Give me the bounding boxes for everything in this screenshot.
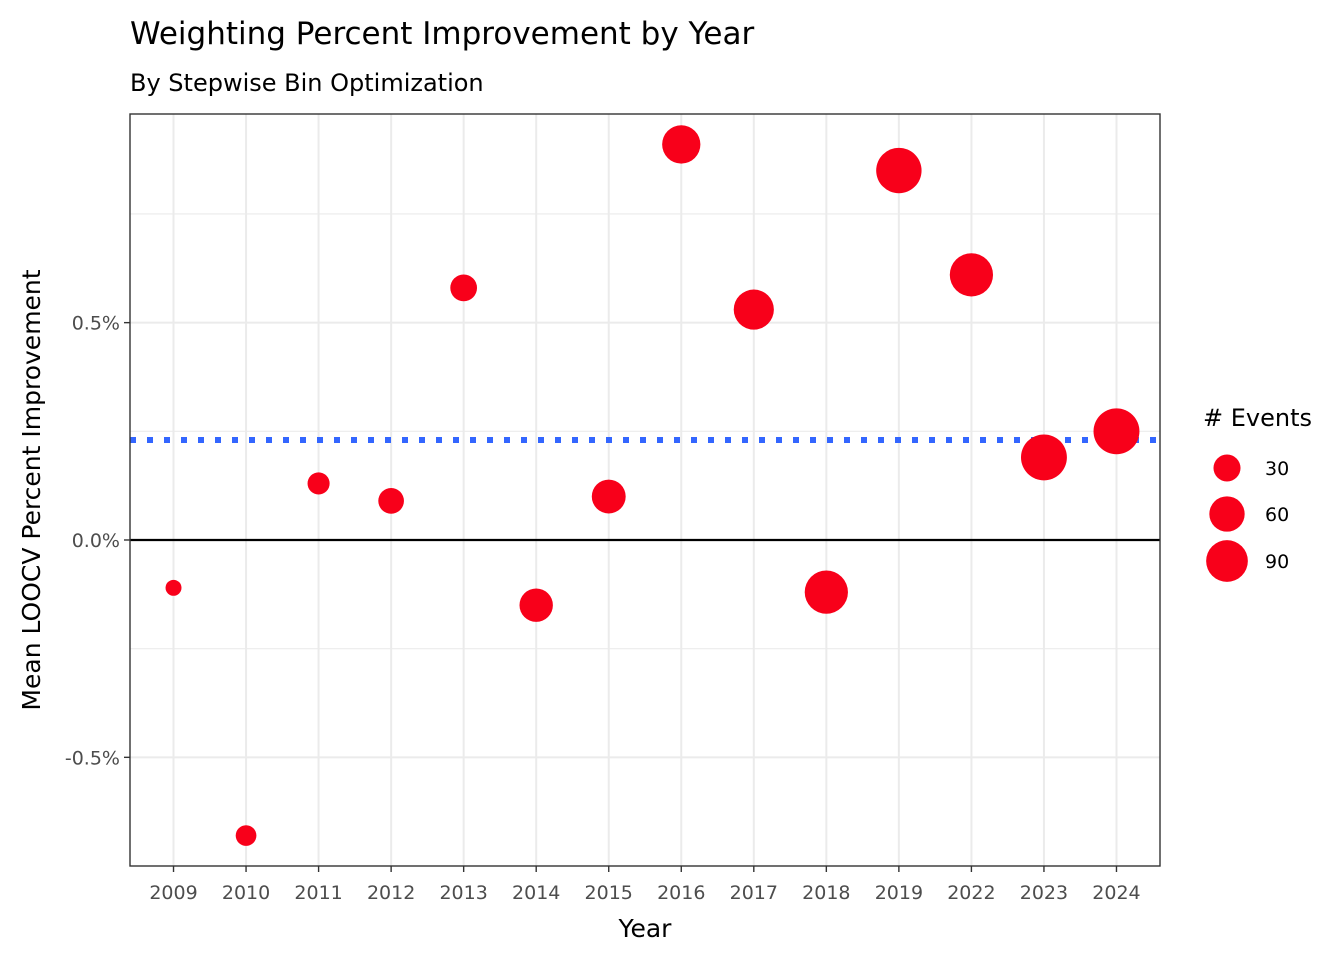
- y-tick-label: 0.0%: [72, 530, 120, 552]
- x-tick-label: 2022: [947, 882, 995, 904]
- chart-subtitle: By Stepwise Bin Optimization: [130, 69, 484, 97]
- x-tick-label: 2009: [149, 882, 197, 904]
- y-tick-label: 0.5%: [72, 313, 120, 335]
- legend-label-30: 30: [1265, 458, 1289, 480]
- chart-title: Weighting Percent Improvement by Year: [130, 16, 754, 52]
- x-tick-label: 2014: [512, 882, 560, 904]
- x-axis-title: Year: [618, 914, 673, 943]
- legend-key-60: [1209, 496, 1245, 532]
- data-point-2015: [591, 479, 626, 514]
- x-tick-label: 2011: [294, 882, 342, 904]
- x-tick-label: 2018: [802, 882, 850, 904]
- data-point-2010: [235, 825, 257, 846]
- legend-key-30: [1213, 454, 1241, 482]
- panel-border: [129, 113, 1161, 867]
- x-tick-label: 2010: [222, 882, 270, 904]
- data-point-2012: [378, 488, 404, 514]
- data-point-2011: [307, 472, 330, 495]
- y-tick-label: -0.5%: [65, 747, 120, 769]
- legend-title: # Events: [1203, 404, 1312, 432]
- x-tick-label: 2017: [730, 882, 778, 904]
- x-tick-label: 2024: [1092, 882, 1140, 904]
- x-axis: 2009 2010 2011 2012 2013 2014 2015 2016 2017 2018…: [149, 866, 1141, 904]
- y-axis: -0.5% 0.0% 0.5%: [65, 313, 130, 769]
- x-tick-label: 2019: [875, 882, 923, 904]
- data-point-2013: [450, 274, 478, 302]
- data-point-2009: [165, 579, 182, 596]
- data-point-2018: [804, 570, 848, 614]
- x-tick-label: 2016: [657, 882, 705, 904]
- data-point-2023: [1020, 434, 1067, 481]
- x-tick-label: 2023: [1020, 882, 1068, 904]
- plot-panel: [129, 113, 1161, 867]
- data-point-2019: [876, 147, 922, 194]
- legend-label-90: 90: [1265, 551, 1289, 573]
- data-point-2022: [949, 253, 994, 297]
- legend-label-60: 60: [1265, 504, 1289, 526]
- data-point-2024: [1093, 408, 1140, 455]
- data-point-2016: [662, 125, 701, 164]
- panel-background: [130, 114, 1160, 866]
- legend: # Events 30 60 90: [1203, 404, 1312, 582]
- y-axis-title: Mean LOOCV Percent Improvement: [17, 269, 46, 710]
- x-tick-label: 2013: [439, 882, 487, 904]
- x-tick-label: 2015: [585, 882, 633, 904]
- x-tick-label: 2012: [367, 882, 415, 904]
- legend-key-90: [1206, 540, 1248, 582]
- data-point-2017: [733, 289, 774, 330]
- data-point-2014: [519, 588, 553, 622]
